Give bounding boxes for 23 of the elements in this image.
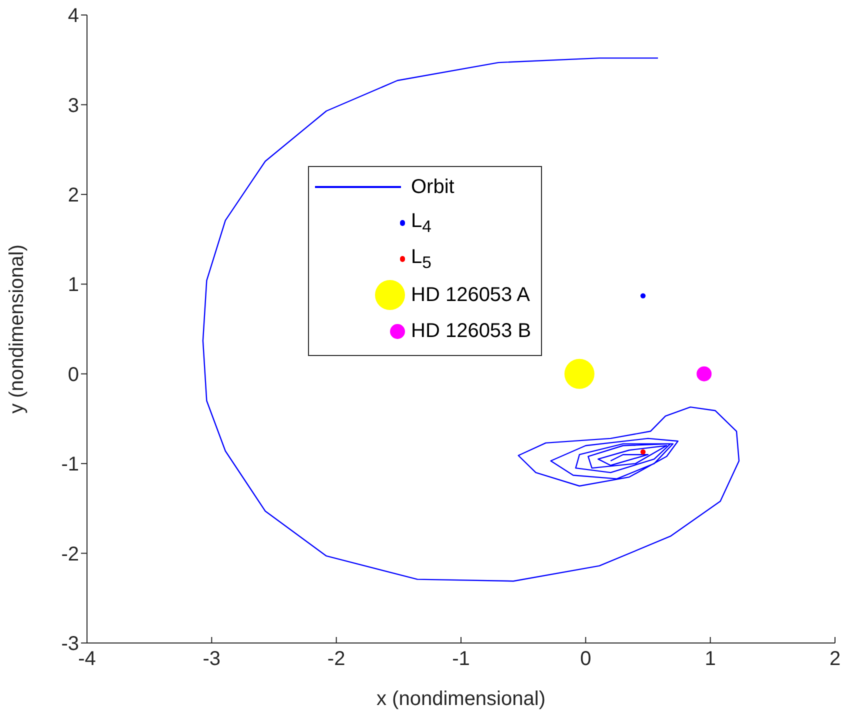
x-tick-label: -4 xyxy=(78,648,96,670)
legend-label: L$_{5}$ xyxy=(411,246,432,272)
y-tick-label: 2 xyxy=(68,184,79,207)
y-tick-label: 1 xyxy=(68,274,79,296)
x-tick-label: -2 xyxy=(327,648,346,670)
y-tick-label: 4 xyxy=(68,5,79,28)
x-tick-label: 2 xyxy=(829,648,841,670)
y-tick-label: 0 xyxy=(68,364,79,386)
y-tick-label: -3 xyxy=(61,633,79,656)
x-tick-label: 1 xyxy=(704,648,716,670)
legend-label: L$_{4}$ xyxy=(411,210,432,236)
y-axis-title: y (nondimensional) xyxy=(6,244,28,414)
y-tick-label: -1 xyxy=(61,454,79,476)
x-tick-label: -3 xyxy=(202,648,221,670)
x-tick-label: -1 xyxy=(452,648,470,670)
legend-label: Orbit xyxy=(411,176,454,198)
x-axis-title: x (nondimensional) xyxy=(376,688,546,710)
y-tick-label: -2 xyxy=(61,543,79,566)
legend-label: HD 126053 B xyxy=(411,320,532,342)
legend-label: HD 126053 A xyxy=(411,284,530,306)
x-tick-label: 0 xyxy=(580,648,592,670)
line-series xyxy=(202,57,740,582)
y-tick-label: 3 xyxy=(68,94,79,117)
